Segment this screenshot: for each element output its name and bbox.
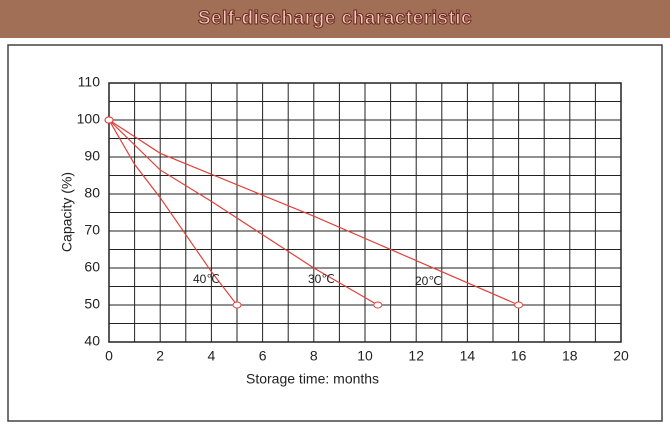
y-tick-label: 70 (84, 222, 100, 238)
point-marker (514, 301, 524, 309)
x-tick-label: 12 (408, 348, 424, 364)
header-bar (0, 0, 670, 38)
y-tick-label: 80 (84, 185, 100, 201)
y-tick-label: 100 (77, 111, 101, 127)
series-line (108, 119, 379, 306)
chart-title: Self-discharge characteristic (197, 8, 473, 30)
x-tick-label: 2 (156, 348, 164, 364)
x-tick-label: 6 (259, 348, 267, 364)
y-axis-label: Capacity (%) (59, 172, 75, 252)
point-marker (373, 301, 383, 309)
series-line (108, 119, 519, 306)
x-axis-label: Storage time: months (246, 371, 379, 387)
y-tick-label: 90 (84, 148, 100, 164)
series-label: 30℃ (308, 272, 335, 286)
point-marker (232, 301, 242, 309)
x-tick-label: 0 (105, 348, 113, 364)
x-tick-label: 20 (613, 348, 629, 364)
y-tick-label: 40 (84, 333, 100, 349)
point-marker (104, 116, 114, 124)
x-tick-label: 8 (310, 348, 318, 364)
plot-frame (108, 82, 622, 343)
series-line (108, 119, 238, 306)
x-tick-label: 10 (357, 348, 373, 364)
x-tick-label: 16 (511, 348, 527, 364)
x-tick-label: 4 (208, 348, 216, 364)
chart-frame (7, 44, 663, 422)
y-tick-label: 60 (84, 259, 100, 275)
x-tick-label: 14 (460, 348, 476, 364)
y-tick-label: 110 (78, 74, 101, 90)
x-tick-label: 18 (562, 348, 578, 364)
y-tick-label: 50 (84, 296, 100, 312)
series-label: 40℃ (193, 272, 220, 286)
series-label: 20℃ (415, 274, 442, 288)
